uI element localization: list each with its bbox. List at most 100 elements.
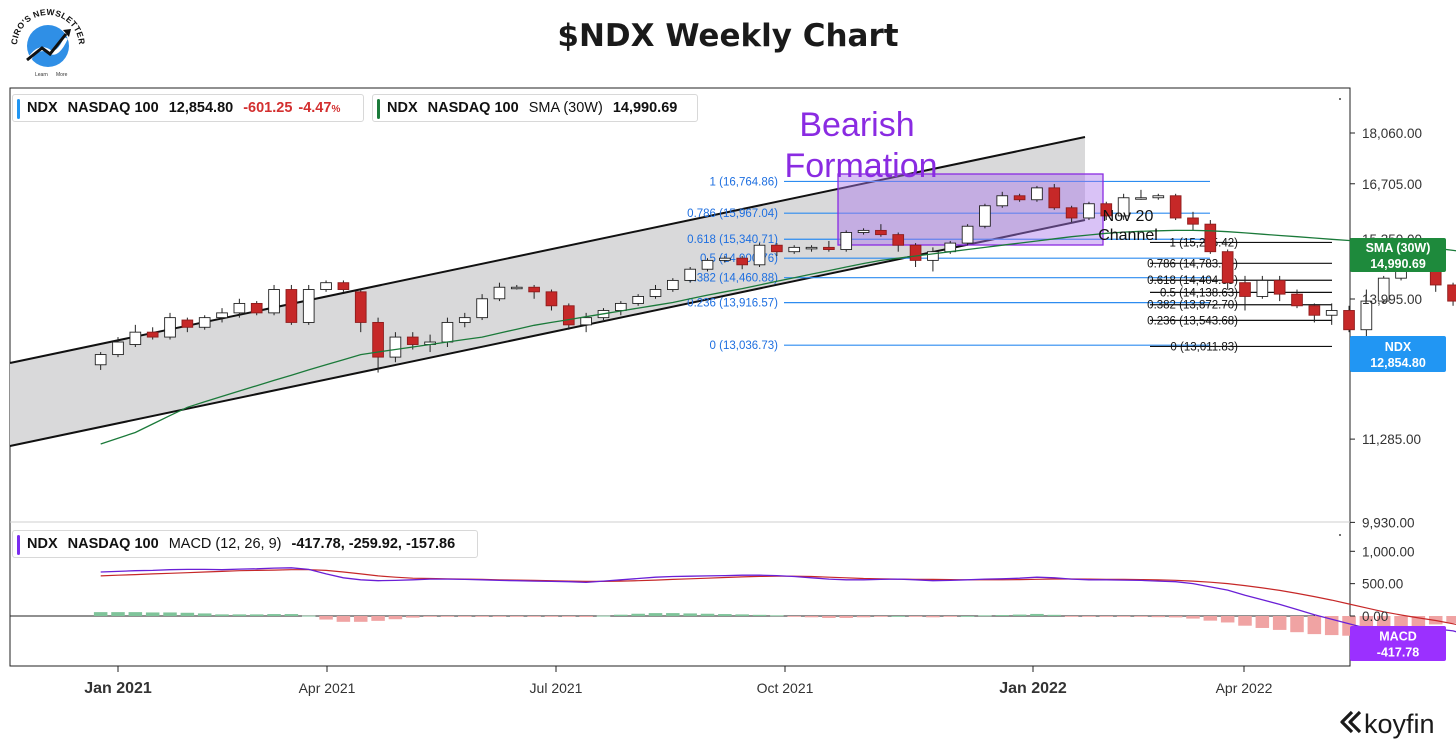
macd-hist-pos [249, 614, 264, 616]
candle-down [1065, 207, 1078, 219]
fib-left-close: ) [774, 298, 778, 310]
candle-up [1031, 187, 1043, 201]
price-legend[interactable]: NDX NASDAQ 100 12,854.80 -601.25 -4.47% [12, 94, 364, 122]
macd-hist-neg [319, 616, 333, 620]
fib-left-open: ( [716, 234, 723, 246]
fib-left-value: 15,340.71 [723, 234, 774, 246]
fib-right-open: ( [1176, 300, 1183, 312]
candle-down [771, 244, 783, 253]
macd-legend-indicator: MACD (12, 26, 9) [168, 536, 282, 552]
macd-hist-pos [163, 612, 177, 616]
price-tick-label: 16,705.00 [1362, 177, 1422, 192]
candle-down [875, 229, 887, 236]
macd-hist-neg [405, 616, 420, 618]
candle-down [823, 246, 835, 250]
candle-down [181, 319, 194, 328]
candle-up [1135, 197, 1147, 200]
price-axis: 18,060.0016,705.0015,350.0013,995.0011,2… [1350, 126, 1422, 530]
fib-left-open: ( [716, 273, 723, 285]
fib-right-ratio: 1 [1170, 237, 1176, 249]
macd-hist-neg [1203, 616, 1218, 621]
macd-hist-pos [145, 612, 160, 616]
macd-hist-pos [735, 614, 749, 616]
candle-up [944, 242, 957, 253]
candle-down [1204, 223, 1217, 253]
koyfin-wordmark: koyfin [1364, 709, 1435, 739]
sma-legend-name: NASDAQ 100 [427, 100, 519, 116]
macd-hist-pos [960, 616, 975, 617]
fib-left-close: ) [774, 253, 778, 265]
macd-hist-neg [1168, 616, 1183, 618]
candle-up [216, 312, 228, 319]
candle-down [1343, 310, 1355, 331]
koyfin-chevron-inner [1348, 710, 1362, 734]
fib-right-close: ) [1234, 287, 1238, 299]
candle-up [1360, 300, 1373, 331]
candle-up [927, 251, 939, 261]
time-axis: Jan 2021 Apr 2021 Jul 2021 Oct 2021 Jan 2022… [84, 666, 1273, 697]
macd-pane [10, 567, 1456, 637]
fib-right-label: 0 (13,011.83) [1170, 341, 1238, 353]
candle-up [614, 302, 627, 311]
macd-hist-neg [336, 616, 351, 622]
candle-up [840, 232, 853, 250]
logo-sub-right: More [56, 72, 68, 78]
macd-hist-neg [579, 616, 593, 617]
fib-right-ratio: 0.5 [1160, 287, 1176, 299]
macd-hist-neg [1307, 616, 1322, 635]
candle-down [909, 244, 922, 261]
macd-legend[interactable]: NDX NASDAQ 100 MACD (12, 26, 9) -417.78,… [12, 530, 478, 558]
macd-hist-neg [822, 616, 836, 618]
fib-right-close: ) [1234, 275, 1238, 287]
macd-hist-neg [475, 616, 489, 617]
candle-up [788, 246, 801, 253]
fib-right-close: ) [1234, 300, 1238, 312]
logo-circle [27, 25, 69, 67]
macd-hist-neg [1116, 616, 1131, 617]
macd-hist-pos [301, 615, 316, 617]
fib-left-open: ( [716, 298, 723, 310]
candle-down [285, 289, 298, 323]
price-legend-last: 12,854.80 [168, 100, 234, 116]
candle-up [1256, 279, 1269, 297]
fib-right-value: 13,872.70 [1183, 300, 1234, 312]
ndx-badge-label: NDX [1385, 340, 1412, 354]
fib-right-value: 13,011.83 [1184, 341, 1234, 353]
price-legend-name: NASDAQ 100 [67, 100, 159, 116]
macd-hist-neg [787, 616, 801, 617]
candle-down [1273, 279, 1286, 295]
fib-right-close: ) [1234, 341, 1238, 353]
candle-down [1447, 284, 1456, 302]
fib-left-label: 0 (13,036.73) [710, 340, 779, 352]
sma-legend[interactable]: NDX NASDAQ 100 SMA (30W) 14,990.69 [372, 94, 698, 122]
macd-hist-pos [180, 612, 195, 616]
macd-legend-name: NASDAQ 100 [67, 536, 159, 552]
fib-left-label: 1 (16,764.86) [710, 176, 779, 188]
ndx-badge-value: 12,854.80 [1370, 356, 1426, 370]
koyfin-chevron-outer [1340, 710, 1354, 734]
fib-right-label: 0.618 (14,404.55) [1147, 275, 1238, 287]
macd-hist-neg [1099, 616, 1114, 617]
candle-down [1221, 251, 1234, 284]
macd-hist-neg [1064, 616, 1079, 617]
fib-right-label: 1 (15,265.42) [1170, 237, 1239, 249]
fib-left-close: ) [774, 273, 778, 285]
candle-down [736, 257, 749, 266]
macd-hist-pos [700, 613, 715, 616]
macd-hist-neg [527, 616, 541, 617]
candle-down [146, 331, 159, 338]
macd-hist-pos [718, 614, 732, 616]
ndx-badge: NDX 12,854.80 [1350, 336, 1446, 372]
macd-hist-neg [458, 616, 472, 617]
macd-hist-neg [804, 616, 819, 618]
candle-up [719, 257, 731, 261]
fib-right-label: 0.786 (14,783.15) [1147, 258, 1238, 270]
fib-left-label: 0.618 (15,340.71) [687, 234, 778, 246]
candle-down [1187, 217, 1199, 225]
macd-hist-neg [510, 616, 524, 617]
candle-down [354, 291, 367, 323]
macd-hist-pos [111, 612, 125, 616]
macd-hist-pos [267, 614, 281, 616]
macd-hist-neg [1272, 616, 1287, 630]
